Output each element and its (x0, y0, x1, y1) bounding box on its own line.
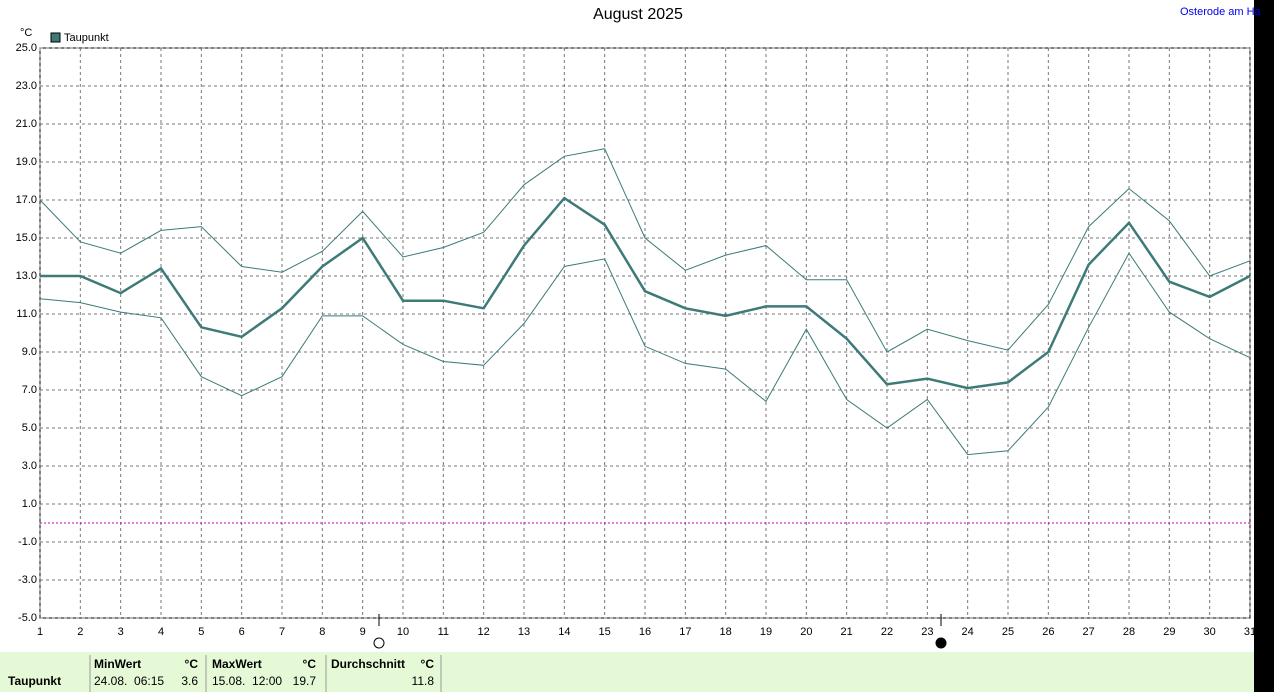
y-tick-label: 13.0 (16, 270, 37, 282)
x-tick-label: 18 (720, 626, 732, 638)
x-tick-label: 23 (921, 626, 933, 638)
x-tick-label: 3 (118, 626, 124, 638)
avg-unit: °C (421, 657, 435, 671)
avg-value: 11.8 (412, 674, 435, 688)
y-tick-label: 21.0 (16, 118, 37, 130)
y-tick-label: 5.0 (22, 422, 37, 434)
x-tick-label: 8 (319, 626, 325, 638)
y-tick-label: 23.0 (16, 80, 37, 92)
y-tick-label: -5.0 (18, 612, 37, 624)
plot: -5.0 -3.0 -1.0 1.0 3.0 5.0 7.0 9.0 11.0 13.0 15.0 1… (16, 42, 1257, 638)
summary-bg (0, 652, 1254, 692)
min-time: 24.08. 06:15 (94, 674, 164, 688)
x-tick-label: 21 (841, 626, 853, 638)
x-tick-label: 29 (1163, 626, 1175, 638)
x-tick-label: 10 (397, 626, 409, 638)
x-tick-label: 7 (279, 626, 285, 638)
y-tick-label: 7.0 (22, 384, 37, 396)
summary-table: Taupunkt MinWert °C 24.08. 06:15 3.6 Max… (0, 652, 1254, 692)
legend-label: Taupunkt (64, 32, 109, 44)
x-tick-label: 22 (881, 626, 893, 638)
y-tick-label: 17.0 (16, 194, 37, 206)
max-header: MaxWert (212, 657, 262, 671)
x-tick-label: 13 (518, 626, 530, 638)
min-value: 3.6 (181, 674, 198, 688)
y-tick-label: -1.0 (18, 536, 37, 548)
full-moon-icon (373, 637, 385, 649)
x-tick-label: 14 (558, 626, 570, 638)
series-line (40, 196, 1251, 390)
x-tick-label: 27 (1083, 626, 1095, 638)
x-tick-label: 31 (1244, 626, 1256, 638)
avg-header: Durchschnitt (331, 657, 405, 671)
max-value: 19.7 (293, 674, 317, 688)
x-tick-label: 25 (1002, 626, 1014, 638)
x-tick-label: 2 (77, 626, 83, 638)
series-line (39, 252, 1251, 456)
x-tick-label: 6 (239, 626, 245, 638)
min-unit: °C (185, 657, 199, 671)
y-tick-label: 19.0 (16, 156, 37, 168)
row-label: Taupunkt (8, 674, 61, 688)
y-tick-label: -3.0 (18, 574, 37, 586)
series-line (39, 148, 1251, 353)
x-tick-label: 5 (198, 626, 204, 638)
min-header: MinWert (94, 657, 141, 671)
y-tick-label: 15.0 (16, 232, 37, 244)
moon-markers (373, 614, 947, 649)
x-tick-label: 15 (599, 626, 611, 638)
legend-swatch (50, 32, 61, 43)
x-tick-label: 17 (679, 626, 691, 638)
x-tick-label: 19 (760, 626, 772, 638)
x-tick-label: 24 (962, 626, 974, 638)
x-tick-label: 4 (158, 626, 164, 638)
x-tick-label: 11 (438, 626, 449, 638)
x-tick-label: 16 (639, 626, 651, 638)
x-tick-label: 20 (800, 626, 812, 638)
y-tick-label: 11.0 (16, 308, 37, 320)
y-unit: °C (20, 27, 32, 39)
edge-bar (1254, 0, 1274, 692)
y-tick-label: 25.0 (16, 42, 37, 54)
x-tick-label: 9 (360, 626, 366, 638)
chart-title: August 2025 (593, 6, 683, 23)
x-tick-label: 12 (478, 626, 490, 638)
x-tick-label: 26 (1042, 626, 1054, 638)
location-label: Osterode am Ha (1180, 6, 1262, 18)
x-tick-label: 28 (1123, 626, 1135, 638)
y-tick-label: 9.0 (22, 346, 37, 358)
y-tick-label: 1.0 (22, 498, 37, 510)
x-tick-label: 1 (37, 626, 43, 638)
max-time: 15.08. 12:00 (212, 674, 282, 688)
y-tick-label: 3.0 (22, 460, 37, 472)
x-tick-label: 30 (1204, 626, 1216, 638)
new-moon-icon (935, 637, 947, 649)
max-unit: °C (303, 657, 317, 671)
